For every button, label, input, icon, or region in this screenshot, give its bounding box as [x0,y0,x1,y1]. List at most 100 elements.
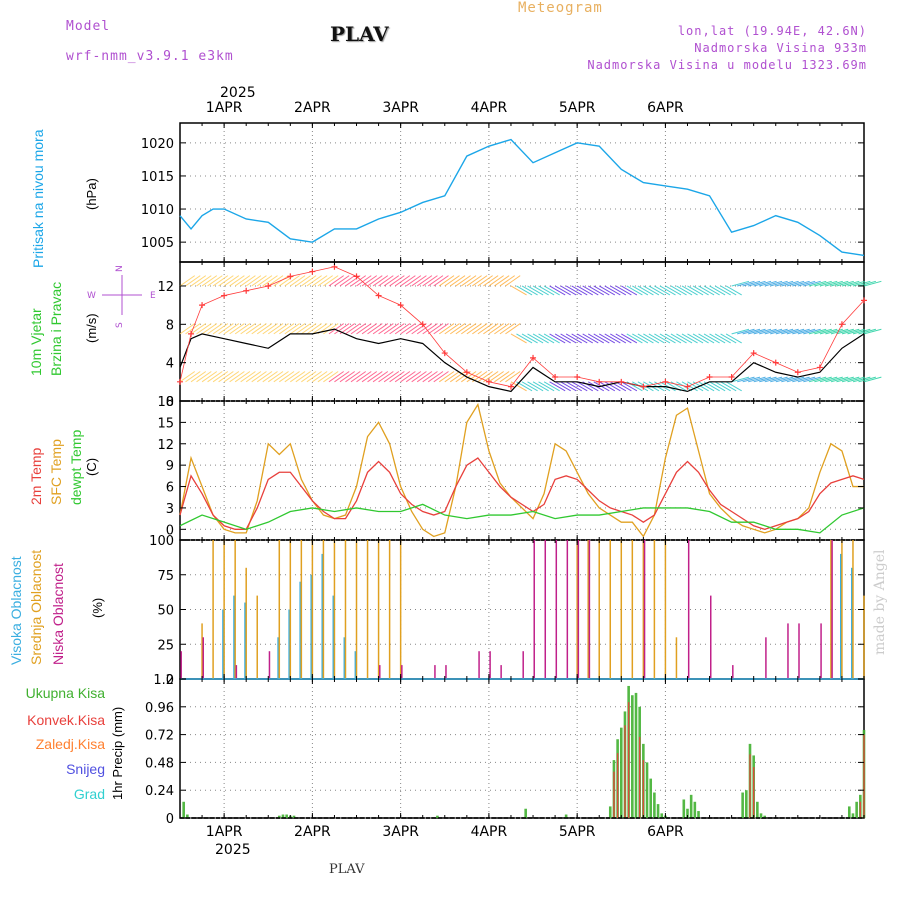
wind-arrow [863,280,882,287]
precip-bar [613,771,615,818]
wind-arrow [670,333,687,344]
wind-arrow [400,371,416,383]
wind-arrow [847,280,865,287]
wind-arrow [748,328,766,335]
wind-arrow [687,333,704,344]
wind-arrow [781,280,799,287]
wind-arrow [797,376,816,383]
wind-arrow [836,328,854,335]
model-elevation: Nadmorska Visina u modelu 1323.69m [587,58,867,72]
wind-arrow [648,333,665,344]
legend-total-rain: Ukupna Kisa [25,685,105,701]
wind-arrow [576,285,593,296]
wind-arrow [709,381,726,392]
bottom-year-label: 2025 [215,842,251,858]
wind-arrow [301,323,317,335]
precip-bar [638,736,641,818]
precip-bar [863,734,865,818]
y-tick-label: 0 [166,395,174,410]
wind-arrow [240,275,256,287]
precip-bar [277,815,281,818]
wind-arrow [207,275,223,287]
bottom-day-label: 2APR [294,824,331,840]
wind-arrow [179,371,196,383]
wind-arrow [753,376,772,383]
y-tick-label: 0 [166,812,174,827]
wind-arrow [554,333,571,344]
wind-arrow [505,275,521,287]
wind-arrow [389,275,405,287]
wind-arrow [372,371,389,383]
wind-arrow [394,371,411,383]
wind-arrow [185,371,201,383]
top-day-label: 2APR [294,100,331,116]
wind-arrow [676,285,693,296]
wind-arrow [549,381,566,392]
wind-arrow [775,328,794,335]
wind-arrow [450,371,466,383]
wind-arrow [720,381,737,392]
precip-bar [645,762,649,818]
wind-arrow [361,323,378,335]
wind-arrow [852,376,871,383]
wind-arrow [306,371,322,383]
wind-arrow [267,323,284,335]
y-tick-label: 50 [157,604,174,619]
wind-arrow [637,285,654,296]
precip-bar [608,806,612,818]
wind-arrow [753,280,772,287]
wind-arrow [510,285,527,296]
wind-arrow [201,275,218,287]
wind-arrow [681,333,698,344]
wind-arrow [720,285,737,296]
wind-arrow [725,333,742,344]
wind-arrow [770,328,788,335]
wind-arrow [444,371,460,383]
precip-bar [634,692,638,818]
wind-arrow [494,371,510,383]
precip-bar [436,815,439,818]
wind-arrow [521,381,538,392]
grid-lines [180,123,864,819]
y-tick-label: 100 [149,534,174,549]
y-tick-label: 6 [166,481,174,496]
wind-arrow [234,371,251,383]
wind-arrow [582,285,599,296]
bottom-day-label: 4APR [471,824,508,840]
y-tick-label: 0.24 [145,784,174,799]
wind-arrow [339,275,355,287]
wind-arrow [659,381,676,392]
wind-arrow [516,333,533,344]
panel-frame-2 [179,400,865,541]
wind-arrow [576,381,593,392]
wind-arrow [295,323,311,335]
wind-arrow [450,275,466,287]
wind-arrow [621,285,638,296]
wind-arrow [234,323,251,335]
wind-arrow [201,371,218,383]
wind-arrow [218,323,234,335]
wind-arrow [698,333,715,344]
wind-arrow [759,280,777,287]
wind-arrow [742,280,761,287]
wind-arrow [681,285,698,296]
wind-arrow [290,371,306,383]
wind-arrow [190,371,207,383]
wind-arrow [212,323,229,335]
wind-arrow [477,371,493,383]
wind-arrow [808,280,827,287]
wind-arrow [455,371,471,383]
y-tick-label: 0.72 [145,729,174,744]
wind-arrow [549,333,566,344]
wind-arrow [433,371,449,383]
top-year-label: 2025 [220,85,256,101]
wind-arrow [438,371,455,383]
compass-south-label: S [115,322,125,328]
wind-arrow [240,323,256,335]
wind-arrow [621,381,638,392]
wind-arrow [284,371,300,383]
wind-arrow [455,323,471,335]
wind-arrow [223,371,240,383]
wind-arrow [240,371,256,383]
wind-arrow [549,285,566,296]
